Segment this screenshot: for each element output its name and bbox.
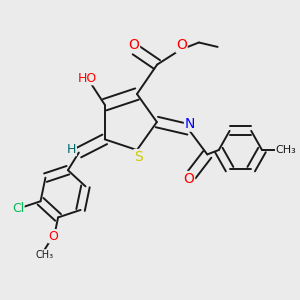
Text: O: O [176,38,187,52]
Text: H: H [67,142,76,156]
Text: HO: HO [78,72,97,85]
Text: CH₃: CH₃ [275,145,296,155]
Text: CH₃: CH₃ [36,250,54,260]
Text: Cl: Cl [12,202,24,215]
Text: O: O [129,38,140,52]
Text: S: S [134,149,143,164]
Text: N: N [184,117,195,131]
Text: O: O [184,172,195,186]
Text: O: O [48,230,58,243]
